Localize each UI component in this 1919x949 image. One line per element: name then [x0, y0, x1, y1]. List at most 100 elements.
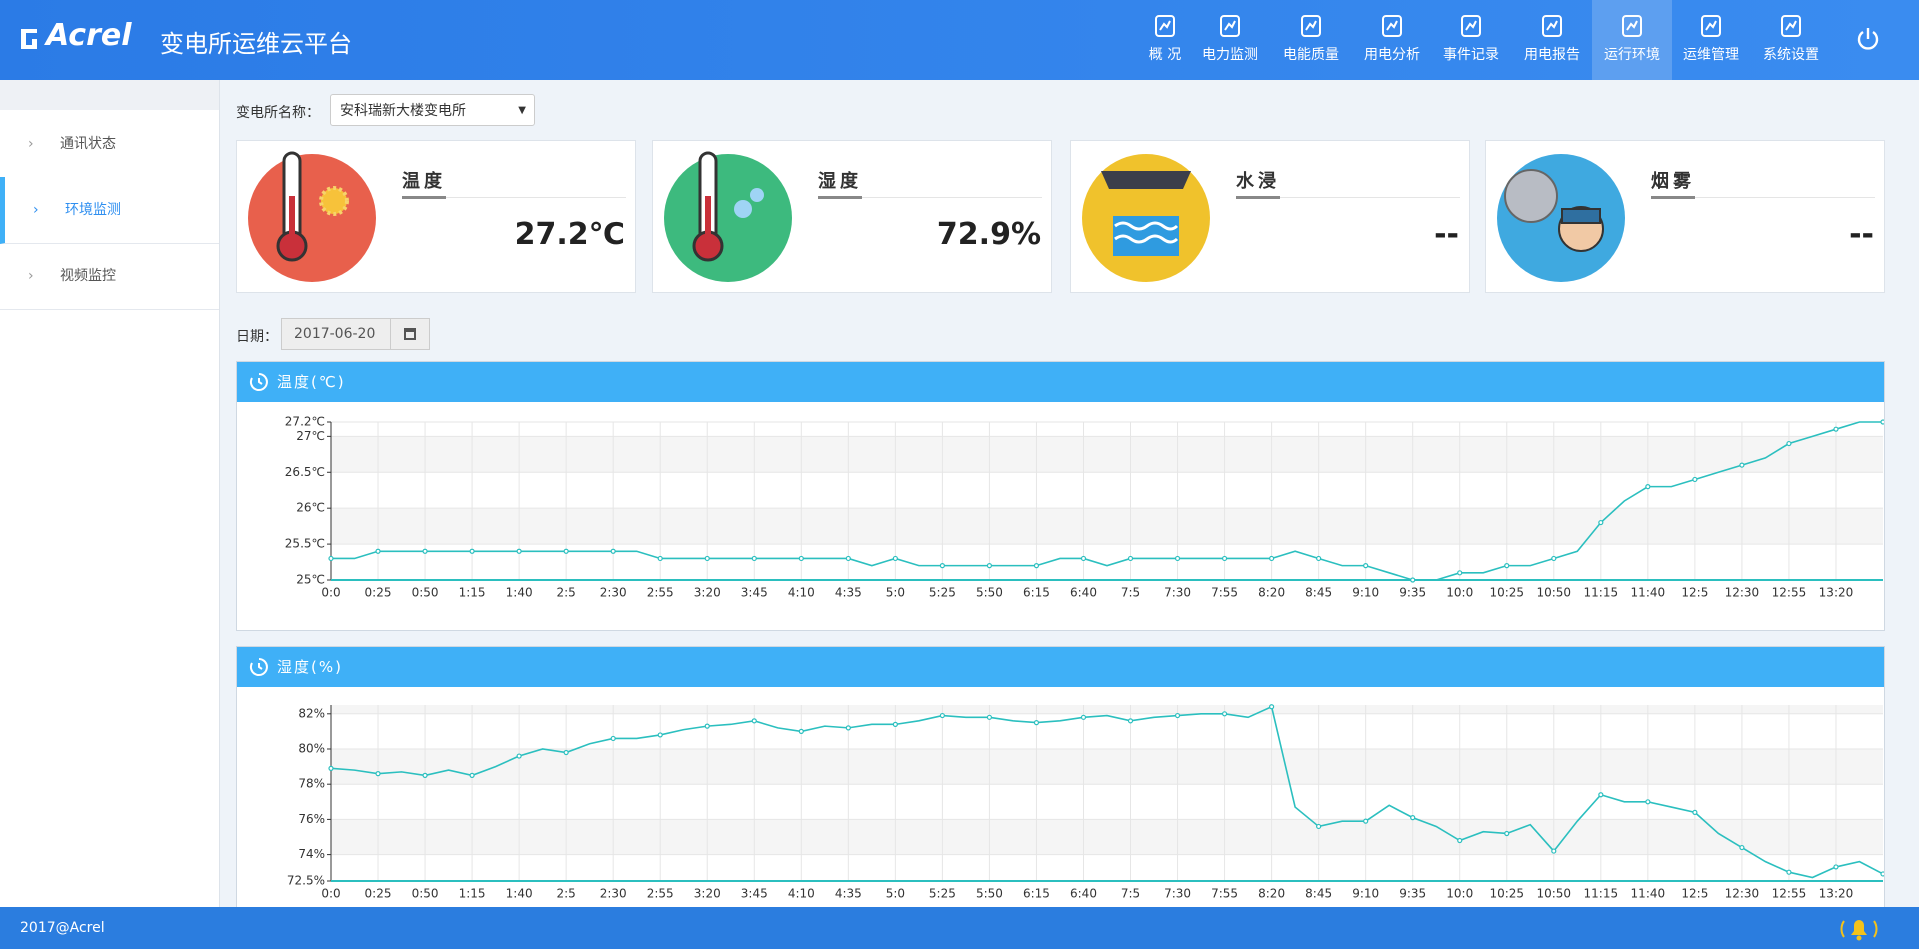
x-tick-label: 8:45	[1305, 586, 1332, 600]
clock-icon	[249, 658, 268, 676]
data-point	[1080, 714, 1087, 720]
data-point	[516, 753, 522, 759]
nav-icon	[1220, 15, 1240, 37]
chart-panel: 湿度(%) 0:0 0:25 0:50 1:15 1:40 2:5 2:30 2:55 3:20 3…	[236, 646, 1885, 910]
sensor-icon	[248, 151, 376, 282]
x-tick-label: 7:55	[1211, 887, 1238, 901]
y-tick-label: 26℃	[296, 501, 325, 515]
waves	[1114, 221, 1179, 244]
sidebar-label: 通讯状态	[60, 136, 116, 152]
x-tick-label: 7:30	[1164, 586, 1191, 600]
logo-icon	[21, 29, 37, 49]
data-point	[469, 772, 475, 779]
sidebar-item[interactable]: › 通讯状态	[0, 111, 219, 178]
card-value: 72.9%	[936, 217, 1041, 252]
data-point	[1504, 563, 1510, 569]
nav-item[interactable]: 用电报告	[1512, 0, 1592, 80]
x-tick-label: 9:35	[1399, 586, 1426, 600]
x-tick-label: 7:30	[1164, 887, 1191, 901]
data-point	[986, 714, 993, 720]
data-point	[1269, 704, 1275, 710]
x-tick-label: 0:25	[365, 887, 392, 901]
data-point	[328, 765, 334, 771]
nav-icon	[1461, 15, 1481, 37]
chart: 0:0 0:25 0:50 1:15 1:40 2:5 2:30 2:55 3:20 3:45 4:…	[285, 415, 1884, 600]
chart-title: 温度(℃)	[277, 373, 346, 391]
x-tick-label: 0:50	[412, 887, 439, 901]
label-rule	[862, 197, 1042, 198]
icon-shape	[1301, 15, 1321, 37]
x-tick-label: 5:0	[886, 586, 905, 600]
data-point	[1363, 818, 1369, 824]
data-point	[516, 548, 522, 554]
x-tick-label: 8:20	[1258, 586, 1285, 600]
station-select[interactable]: 安科瑞新大楼变电所 ▼	[330, 94, 535, 126]
nav-label: 电能质量	[1283, 47, 1339, 63]
data-point	[1692, 809, 1698, 815]
nav-item[interactable]: 运行环境	[1592, 0, 1672, 80]
x-tick-label: 5:0	[886, 887, 905, 901]
header: Acrel 变电所运维云平台 概 况 电力监测 电能质量 用电分析 事件记录 用电报告 运行…	[0, 0, 1919, 80]
sensor-icon	[664, 151, 792, 282]
alarm-bell[interactable]	[1834, 913, 1884, 943]
x-tick-label: 2:5	[556, 586, 575, 600]
x-tick-label: 11:15	[1584, 586, 1619, 600]
x-tick-label: 12:55	[1772, 586, 1807, 600]
label-rule	[1280, 197, 1460, 198]
card-value: --	[1434, 217, 1459, 252]
x-tick-label: 6:15	[1023, 586, 1050, 600]
label-rule	[446, 197, 626, 198]
sidebar-label: 视频监控	[60, 268, 116, 284]
x-tick-label: 2:55	[647, 586, 674, 600]
nav-item[interactable]: 电力监测	[1190, 0, 1270, 80]
label-underline	[1236, 196, 1280, 199]
date-label: 日期：	[236, 329, 278, 345]
nav-item[interactable]: 运维管理	[1671, 0, 1751, 80]
sensor-card: 湿度 72.9%	[652, 140, 1052, 293]
icon-shape	[1159, 20, 1171, 31]
sensor-icon	[1497, 154, 1625, 282]
x-tick-label: 0:25	[365, 586, 392, 600]
nav-icon	[1701, 15, 1721, 37]
nav-item[interactable]: 概 况	[1125, 0, 1205, 80]
x-tick-label: 4:35	[835, 586, 862, 600]
y-tick-label: 74%	[298, 847, 325, 861]
calendar-button[interactable]	[390, 318, 430, 350]
x-tick-label: 3:45	[741, 887, 768, 901]
sidebar-top	[0, 80, 219, 110]
sidebar-item[interactable]: › 环境监测	[0, 177, 219, 244]
clock-icon	[249, 373, 268, 391]
x-tick-label: 2:55	[647, 887, 674, 901]
sidebar-item[interactable]: › 视频监控	[0, 243, 219, 310]
label-underline	[818, 196, 862, 199]
x-tick-label: 6:15	[1023, 887, 1050, 901]
data-point	[1833, 426, 1839, 432]
data-point	[1786, 869, 1792, 875]
data-point	[704, 723, 710, 729]
data-point	[1551, 848, 1557, 854]
icon-shape	[1386, 20, 1398, 31]
data-point	[1269, 555, 1275, 562]
sidebar-label: 环境监测	[65, 202, 121, 218]
nav-item[interactable]: 事件记录	[1431, 0, 1511, 80]
x-tick-label: 12:5	[1681, 586, 1708, 600]
data-point	[563, 548, 569, 554]
station-label: 变电所名称：	[236, 105, 320, 121]
card-label: 湿度	[818, 171, 862, 192]
y-tick-label: 27℃	[296, 429, 325, 443]
x-tick-label: 1:15	[459, 586, 486, 600]
grid-band	[331, 436, 1883, 473]
grid-band	[331, 508, 1883, 545]
well-roof	[1101, 171, 1191, 189]
nav-item[interactable]: 用电分析	[1352, 0, 1432, 80]
power-button[interactable]	[1855, 26, 1881, 52]
nav-label: 电力监测	[1202, 47, 1258, 63]
nav-item[interactable]: 电能质量	[1271, 0, 1351, 80]
data-point	[704, 555, 710, 562]
nav-item[interactable]: 系统设置	[1751, 0, 1831, 80]
data-point	[1598, 792, 1604, 798]
x-tick-label: 9:35	[1399, 887, 1426, 901]
mask	[1561, 208, 1601, 224]
date-input[interactable]: 2017-06-20	[281, 318, 391, 350]
data-point	[422, 548, 428, 554]
